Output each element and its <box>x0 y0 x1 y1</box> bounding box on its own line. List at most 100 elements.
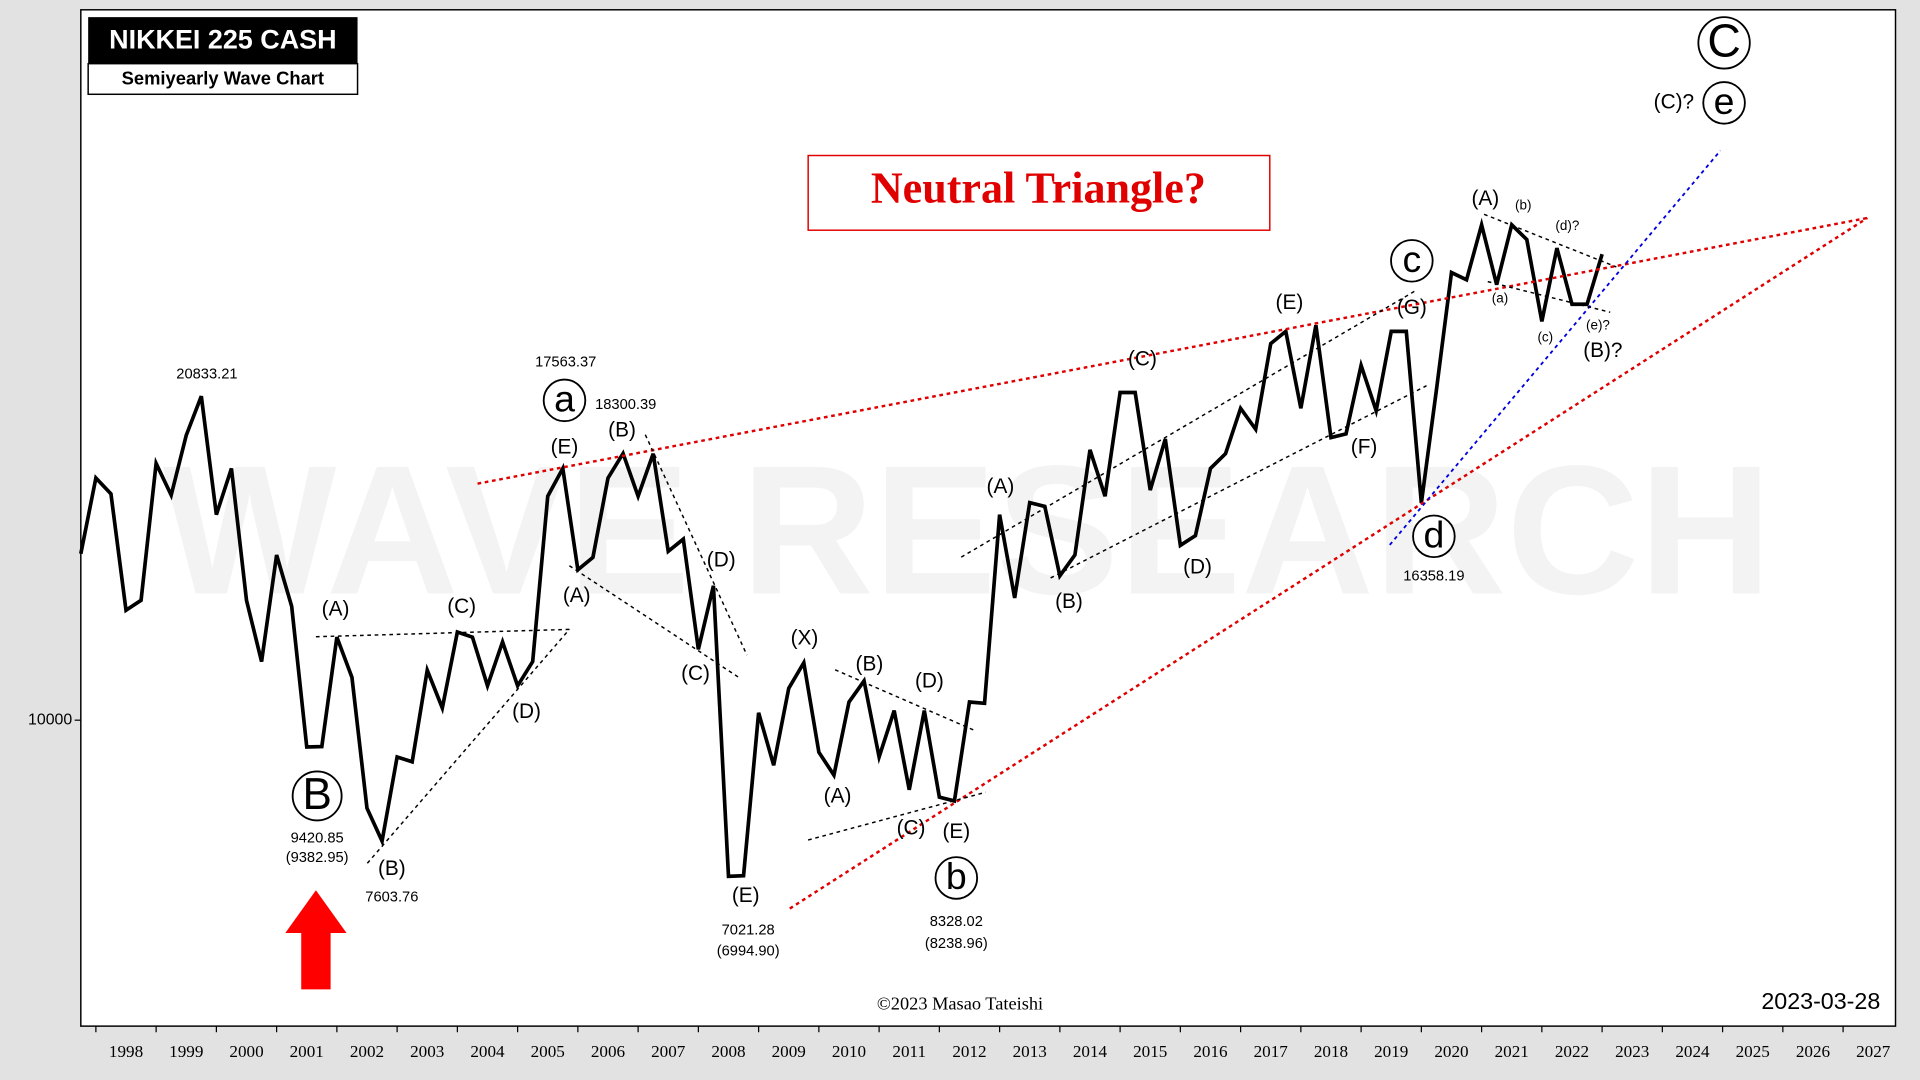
wave-label: (G) <box>1397 296 1427 319</box>
x-tick-label: 1998 <box>109 1042 143 1061</box>
chart-title: NIKKEI 225 CASH <box>109 25 336 55</box>
x-tick-label: 2024 <box>1675 1042 1710 1061</box>
wave-label: c <box>1402 238 1421 280</box>
subtitle-box <box>87 62 359 96</box>
x-tick-label: 2023 <box>1615 1042 1649 1061</box>
wave-circle <box>934 856 979 900</box>
price-label: 8328.02 <box>930 914 983 930</box>
wave-label: (A) <box>563 584 591 607</box>
wave-label: (X) <box>791 627 819 650</box>
x-tick-label: 2015 <box>1133 1042 1167 1061</box>
wave-label: (B) <box>608 419 636 442</box>
x-tick-label: 2010 <box>832 1042 866 1061</box>
price-label: 17563.37 <box>535 354 596 370</box>
x-tick-label: 2016 <box>1193 1042 1228 1061</box>
x-tick-label: 2003 <box>410 1042 444 1061</box>
wave-label: C <box>1707 14 1740 66</box>
wave-circle <box>291 770 343 822</box>
headline: Neutral Triangle? <box>871 163 1206 212</box>
wave-circle <box>1697 16 1751 70</box>
x-tick-label: 2026 <box>1796 1042 1831 1061</box>
x-tick-label: 2008 <box>711 1042 745 1061</box>
wave-label: (D) <box>512 700 541 723</box>
price-label: (8238.96) <box>925 936 988 952</box>
x-tick-label: 2022 <box>1555 1042 1589 1061</box>
wave-label: (B) <box>378 857 406 880</box>
price-label: 7021.28 <box>722 922 775 938</box>
x-tick-label: 2004 <box>470 1042 505 1061</box>
wave-label: (B)? <box>1583 339 1622 362</box>
trendline <box>1483 213 1617 268</box>
date: 2023-03-28 <box>1761 988 1880 1014</box>
wave-label: e <box>1714 80 1735 122</box>
price-label: 18300.39 <box>595 397 656 413</box>
x-tick-label: 2001 <box>290 1042 324 1061</box>
x-tick-label: 2011 <box>892 1042 926 1061</box>
chart-subtitle: Semiyearly Wave Chart <box>122 67 324 88</box>
wave-label: (E) <box>551 436 579 459</box>
wave-label: (C) <box>897 816 926 839</box>
wave-label: (e)? <box>1586 317 1610 332</box>
wave-label: (D) <box>915 670 944 693</box>
x-tick-label: 2021 <box>1495 1042 1529 1061</box>
price-label: 20833.21 <box>176 367 237 383</box>
wave-label: (A) <box>987 475 1015 498</box>
plot-layer <box>79 217 1604 879</box>
wave-label: (A) <box>1471 187 1499 210</box>
price-label: (6994.90) <box>717 943 780 959</box>
headline-box <box>807 154 1271 231</box>
wave-label: (b) <box>1515 197 1531 212</box>
trendline <box>477 216 1868 485</box>
trendlines <box>315 150 1869 910</box>
trendline <box>1487 280 1611 313</box>
x-tick-label: 1999 <box>169 1042 203 1061</box>
wave-label: (c) <box>1537 330 1553 345</box>
wave-circle <box>1412 514 1456 559</box>
y-tick-label: 10000 <box>28 711 72 728</box>
trendline <box>366 628 570 864</box>
x-tick-label: 2027 <box>1856 1042 1891 1061</box>
wave-label: (a) <box>1492 290 1508 305</box>
trendline <box>834 669 977 732</box>
wave-label: (E) <box>732 884 760 907</box>
wave-label: (C) <box>447 595 476 618</box>
wave-circle <box>1702 81 1746 125</box>
price-label: 7603.76 <box>365 889 418 905</box>
wave-label: (C) <box>681 662 710 685</box>
x-tick-label: 2009 <box>772 1042 806 1061</box>
trendline <box>807 791 986 841</box>
x-tick-label: 2013 <box>1013 1042 1047 1061</box>
trendline <box>315 628 570 638</box>
wave-circle <box>1390 239 1434 283</box>
x-tick-label: 2020 <box>1434 1042 1468 1061</box>
wave-label: (A) <box>824 785 852 808</box>
x-tick-label: 2002 <box>350 1042 384 1061</box>
wave-label: (F) <box>1351 436 1378 459</box>
price-line <box>79 217 1604 879</box>
wave-label: (d)? <box>1555 218 1579 233</box>
wave-label: (C)? <box>1654 90 1694 113</box>
wave-label: (E) <box>942 820 970 843</box>
arrow <box>285 890 347 990</box>
watermark: WAVE RESEARCH <box>163 427 1772 632</box>
x-tick-label: 2014 <box>1073 1042 1108 1061</box>
wave-label: (B) <box>856 652 884 675</box>
x-tick-label: 2017 <box>1254 1042 1289 1061</box>
wave-label: (B) <box>1055 590 1083 613</box>
wave-label: (D) <box>1183 556 1212 579</box>
wave-circle <box>542 378 587 423</box>
wave-label: (D) <box>707 548 736 571</box>
trendline <box>789 216 1869 910</box>
x-tick-label: 2025 <box>1736 1042 1770 1061</box>
wave-label: (C) <box>1128 348 1157 371</box>
x-tick-label: 2007 <box>651 1042 686 1061</box>
x-tick-label: 2012 <box>952 1042 986 1061</box>
x-tick-label: 2005 <box>531 1042 565 1061</box>
price-label: 9420.85 <box>291 831 344 847</box>
wave-label: a <box>554 378 575 420</box>
wave-label: d <box>1423 513 1444 555</box>
copyright: ©2023 Masao Tateishi <box>877 994 1043 1014</box>
title-box <box>88 17 358 64</box>
